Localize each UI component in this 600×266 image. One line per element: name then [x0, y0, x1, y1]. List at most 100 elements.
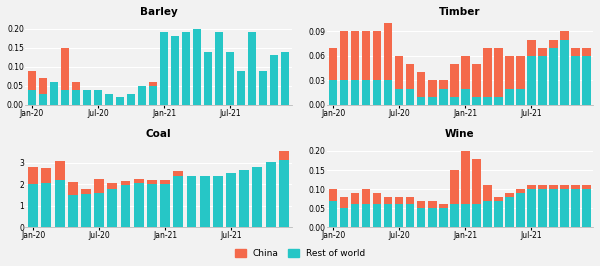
Bar: [571, 56, 580, 105]
Bar: [215, 32, 223, 105]
Bar: [362, 204, 370, 227]
Bar: [439, 89, 448, 105]
Bar: [472, 204, 481, 227]
Bar: [81, 194, 91, 227]
Bar: [94, 179, 104, 193]
Bar: [461, 89, 470, 105]
Bar: [384, 204, 392, 227]
Bar: [193, 29, 201, 105]
Bar: [237, 71, 245, 105]
Bar: [239, 171, 249, 227]
Bar: [55, 161, 65, 180]
Bar: [571, 185, 580, 189]
Bar: [373, 204, 382, 227]
Bar: [281, 52, 289, 105]
Bar: [450, 97, 458, 105]
Title: Coal: Coal: [146, 129, 172, 139]
Bar: [428, 97, 437, 105]
Bar: [583, 185, 590, 189]
Bar: [173, 172, 183, 176]
Bar: [483, 97, 491, 105]
Bar: [439, 80, 448, 89]
Bar: [187, 176, 196, 227]
Bar: [384, 80, 392, 105]
Bar: [329, 201, 337, 227]
Bar: [373, 193, 382, 204]
Bar: [41, 183, 52, 227]
Bar: [384, 197, 392, 204]
Bar: [395, 56, 403, 89]
Bar: [61, 90, 69, 105]
Bar: [406, 204, 415, 227]
Bar: [550, 40, 557, 48]
Bar: [204, 52, 212, 105]
Bar: [538, 48, 547, 56]
Bar: [134, 183, 143, 227]
Bar: [107, 189, 117, 227]
Bar: [83, 90, 91, 105]
Bar: [39, 78, 47, 94]
Bar: [483, 48, 491, 97]
Bar: [538, 189, 547, 227]
Bar: [116, 97, 124, 105]
Bar: [270, 55, 278, 105]
Bar: [28, 71, 36, 90]
Bar: [395, 204, 403, 227]
Bar: [373, 31, 382, 80]
Bar: [461, 151, 470, 204]
Bar: [550, 48, 557, 105]
Bar: [560, 185, 569, 189]
Bar: [505, 56, 514, 89]
Bar: [583, 56, 590, 105]
Bar: [50, 82, 58, 105]
Bar: [494, 197, 503, 201]
Bar: [417, 201, 425, 208]
Bar: [583, 189, 590, 227]
Bar: [428, 80, 437, 97]
Bar: [417, 97, 425, 105]
Bar: [560, 31, 569, 40]
Bar: [516, 89, 524, 105]
Bar: [439, 204, 448, 208]
Bar: [450, 204, 458, 227]
Bar: [461, 56, 470, 89]
Bar: [105, 94, 113, 105]
Bar: [340, 197, 349, 208]
Bar: [538, 56, 547, 105]
Bar: [94, 193, 104, 227]
Bar: [494, 201, 503, 227]
Bar: [494, 97, 503, 105]
Bar: [550, 185, 557, 189]
Bar: [450, 170, 458, 204]
Bar: [173, 176, 183, 227]
Bar: [406, 197, 415, 204]
Bar: [571, 48, 580, 56]
Bar: [28, 167, 38, 184]
Bar: [583, 48, 590, 56]
Bar: [160, 180, 170, 184]
Bar: [362, 31, 370, 80]
Bar: [373, 80, 382, 105]
Bar: [213, 176, 223, 227]
Bar: [351, 204, 359, 227]
Bar: [28, 90, 36, 105]
Bar: [226, 52, 234, 105]
Bar: [340, 31, 349, 80]
Bar: [41, 168, 52, 183]
Bar: [55, 180, 65, 227]
Bar: [395, 197, 403, 204]
Legend: China, Rest of world: China, Rest of world: [231, 245, 369, 261]
Bar: [94, 90, 102, 105]
Bar: [516, 56, 524, 89]
Bar: [72, 90, 80, 105]
Bar: [472, 97, 481, 105]
Bar: [450, 64, 458, 97]
Bar: [516, 193, 524, 227]
Bar: [329, 48, 337, 80]
Bar: [351, 80, 359, 105]
Bar: [340, 80, 349, 105]
Bar: [516, 189, 524, 193]
Bar: [279, 160, 289, 227]
Bar: [472, 64, 481, 97]
Bar: [138, 86, 146, 105]
